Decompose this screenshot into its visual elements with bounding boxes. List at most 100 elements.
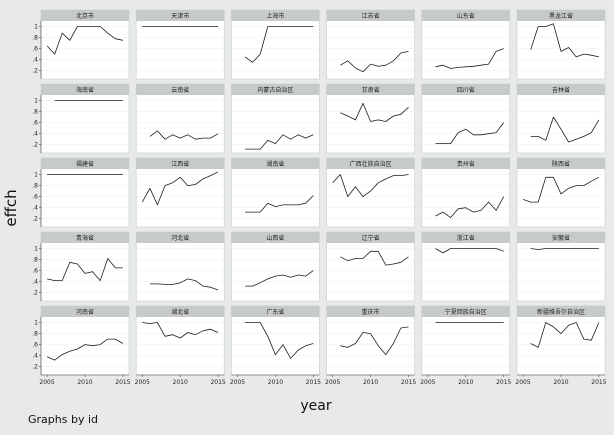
panel: 天津市 <box>135 9 225 80</box>
y-tick-label: .8 <box>32 109 38 116</box>
panel: 福建省 .2 .4 .6 .8 1 <box>32 157 130 228</box>
panel-title: 安徽省 <box>552 234 570 242</box>
panel: 甘肃省 <box>326 83 415 154</box>
panel-background <box>40 83 130 154</box>
panel: 湖南省 <box>231 157 320 228</box>
x-tick-label: 2005 <box>325 379 340 386</box>
series-line <box>435 248 504 254</box>
y-tick-label: .6 <box>32 194 38 201</box>
panel-title: 河南省 <box>76 308 94 316</box>
series-line <box>149 278 219 291</box>
panel-background <box>516 9 606 80</box>
panel-title: 陕西省 <box>552 160 570 168</box>
panel-background <box>40 305 130 376</box>
panel-title-strip <box>517 84 605 95</box>
series-line <box>530 322 600 348</box>
panel: 重庆市 2005 2010 2015 <box>325 305 416 386</box>
graphs-by-footnote: Graphs by id <box>28 413 98 426</box>
panel-title-strip <box>421 306 510 317</box>
x-tick-label: 2015 <box>401 379 416 386</box>
panel-title-strip <box>421 158 510 169</box>
x-tick-label: 2010 <box>363 379 378 386</box>
panel-title: 福建省 <box>76 160 94 168</box>
panel-title: 内蒙古自治区 <box>257 86 293 94</box>
panel-title-strip <box>326 232 415 243</box>
series-line <box>245 134 314 150</box>
x-tick-label: 2010 <box>553 379 568 386</box>
panel-background <box>40 157 130 228</box>
panel: 河南省 .2 .4 .6 .8 1 2005 2010 2015 <box>32 305 131 386</box>
panel: 吉林省 <box>516 83 606 154</box>
panel: 山西省 <box>231 231 320 302</box>
series-line <box>340 326 409 356</box>
panel-background <box>231 231 320 302</box>
panel-background <box>516 305 606 376</box>
panel-title-strip <box>517 306 605 317</box>
panel-title-strip <box>421 84 510 95</box>
series-line <box>46 338 124 361</box>
panel-background <box>516 157 606 228</box>
y-axis-label: effch <box>2 189 20 226</box>
panel-title-strip <box>231 232 320 243</box>
panel-title: 广东省 <box>266 308 284 316</box>
series-line <box>46 26 123 55</box>
y-tick-label: 1 <box>34 320 38 327</box>
series-line <box>340 51 409 73</box>
panel-background <box>135 83 225 154</box>
panel-title-strip <box>136 232 225 243</box>
x-tick-label: 2010 <box>268 379 283 386</box>
panel-title-strip <box>136 10 225 21</box>
panel-title: 山东省 <box>457 12 475 20</box>
panel-title-strip <box>326 306 415 317</box>
series-line <box>435 196 505 219</box>
panel: 辽宁省 <box>326 231 415 302</box>
panel-title: 江苏省 <box>362 12 380 20</box>
y-tick-label: .4 <box>32 131 38 138</box>
series-line <box>435 122 505 145</box>
panel-background <box>421 305 511 376</box>
panel-title-strip <box>231 84 320 95</box>
panel: 内蒙古自治区 <box>231 83 320 154</box>
panel-title: 浙江省 <box>457 234 475 242</box>
panel-background <box>135 157 225 228</box>
x-axis-label: year <box>300 398 331 414</box>
panel-title-strip <box>326 84 415 95</box>
panel-title-strip <box>326 10 415 21</box>
panel-title-strip <box>326 158 415 169</box>
panel: 河北省 <box>135 231 225 302</box>
y-tick-label: .2 <box>32 290 38 297</box>
panel: 宁夏回族自治区 2005 2010 2015 <box>420 305 512 386</box>
panel-title-strip <box>41 84 129 95</box>
panel-title: 上海市 <box>266 12 284 20</box>
x-tick-label: 2010 <box>458 379 473 386</box>
panel: 海南省 .2 .4 .6 .8 1 <box>32 83 130 154</box>
series-line <box>245 270 314 287</box>
panel-title: 湖北省 <box>171 308 189 316</box>
x-tick-label: 2005 <box>39 379 54 386</box>
panel-background <box>421 9 511 80</box>
series-line <box>245 195 314 213</box>
series-line <box>245 322 314 359</box>
panel-title: 黑龙江省 <box>549 12 573 20</box>
panel-background <box>231 83 320 154</box>
panel: 广东省 2005 2010 2015 <box>230 305 321 386</box>
panel-title-strip <box>136 84 225 95</box>
series-line <box>149 130 219 140</box>
panel-title: 北京市 <box>76 12 94 20</box>
panel-title: 江西省 <box>171 160 189 168</box>
y-tick-label: .8 <box>32 331 38 338</box>
y-tick-label: 1 <box>34 172 38 179</box>
panel-title: 广西壮族自治区 <box>350 160 392 168</box>
y-tick-label: .8 <box>32 257 38 264</box>
panel-background <box>421 231 511 302</box>
panel-title-strip <box>136 306 225 317</box>
panel-background <box>516 231 606 302</box>
y-tick-label: .4 <box>32 205 38 212</box>
panel-title-strip <box>231 158 320 169</box>
panel-title: 湖南省 <box>266 160 284 168</box>
panel-title: 河北省 <box>171 234 189 242</box>
panel: 山东省 <box>421 9 511 80</box>
panel-title: 新疆维吾尔自治区 <box>537 308 585 316</box>
y-tick-label: .2 <box>32 68 38 75</box>
